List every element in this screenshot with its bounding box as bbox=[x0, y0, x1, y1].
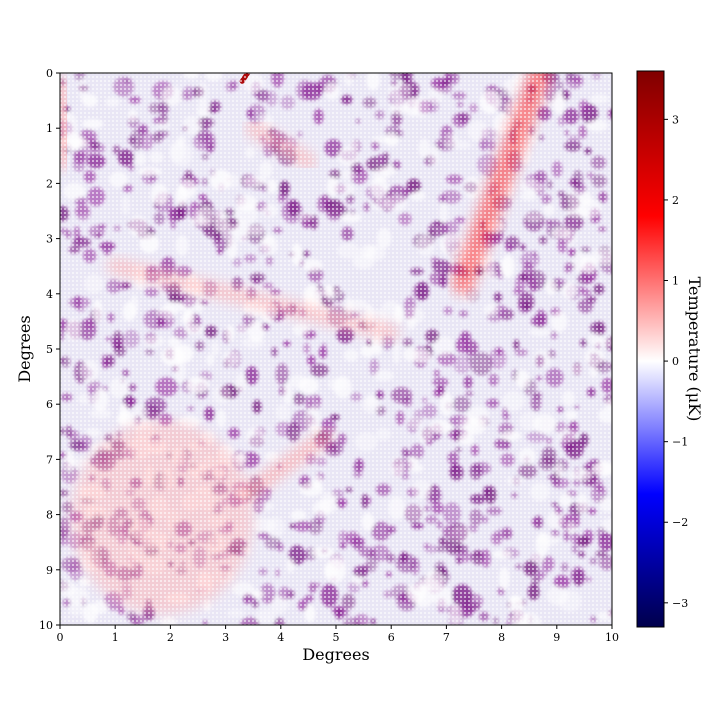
colorbar-ticks: −3 −2 −1 0 1 2 3 bbox=[664, 113, 688, 610]
x-tick-label: 5 bbox=[333, 631, 340, 644]
y-tick-label: 1 bbox=[46, 122, 53, 135]
colorbar-tick-label: −1 bbox=[672, 436, 688, 449]
x-tick-label: 0 bbox=[57, 631, 64, 644]
y-tick-label: 5 bbox=[46, 343, 53, 356]
y-tick-label: 9 bbox=[46, 564, 53, 577]
colorbar-tick-label: −3 bbox=[672, 597, 688, 610]
x-tick-label: 8 bbox=[498, 631, 505, 644]
y-tick-label: 7 bbox=[46, 453, 53, 466]
pixel-grid-texture bbox=[60, 73, 612, 625]
y-tick-label: 6 bbox=[46, 398, 53, 411]
x-tick-label: 10 bbox=[605, 631, 619, 644]
colorbar-tick-label: 2 bbox=[672, 194, 679, 207]
x-tick-label: 7 bbox=[443, 631, 450, 644]
x-tick-label: 9 bbox=[553, 631, 560, 644]
heatmap-plot bbox=[60, 73, 612, 625]
x-tick-label: 1 bbox=[112, 631, 119, 644]
y-tick-label: 2 bbox=[46, 177, 53, 190]
y-tick-label: 4 bbox=[46, 288, 53, 301]
x-tick-label: 2 bbox=[167, 631, 174, 644]
x-axis-label: Degrees bbox=[302, 645, 369, 664]
x-axis-ticks: 0 1 2 3 4 5 6 7 8 9 10 bbox=[57, 625, 619, 644]
colorbar-tick-label: −2 bbox=[672, 516, 688, 529]
x-tick-label: 3 bbox=[222, 631, 229, 644]
y-tick-label: 0 bbox=[46, 67, 53, 80]
y-tick-label: 8 bbox=[46, 509, 53, 522]
y-tick-label: 10 bbox=[39, 619, 53, 632]
y-tick-label: 3 bbox=[46, 233, 53, 246]
colorbar-tick-label: 3 bbox=[672, 113, 679, 126]
colorbar-gradient bbox=[636, 70, 665, 628]
colorbar: −3 −2 −1 0 1 2 3 Temperature (μK) bbox=[636, 70, 704, 628]
colorbar-tick-label: 1 bbox=[672, 275, 679, 288]
colorbar-tick-label: 0 bbox=[672, 355, 679, 368]
x-tick-label: 6 bbox=[388, 631, 395, 644]
y-axis-ticks: 0 1 2 3 4 5 6 7 8 9 10 bbox=[39, 67, 60, 632]
colorbar-label: Temperature (μK) bbox=[685, 277, 704, 422]
x-tick-label: 4 bbox=[277, 631, 284, 644]
y-axis-label: Degrees bbox=[15, 315, 34, 382]
